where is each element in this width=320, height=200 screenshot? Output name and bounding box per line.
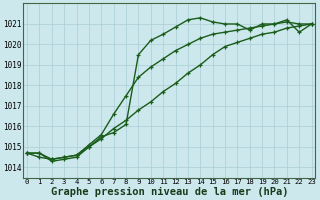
X-axis label: Graphe pression niveau de la mer (hPa): Graphe pression niveau de la mer (hPa) xyxy=(51,186,288,197)
